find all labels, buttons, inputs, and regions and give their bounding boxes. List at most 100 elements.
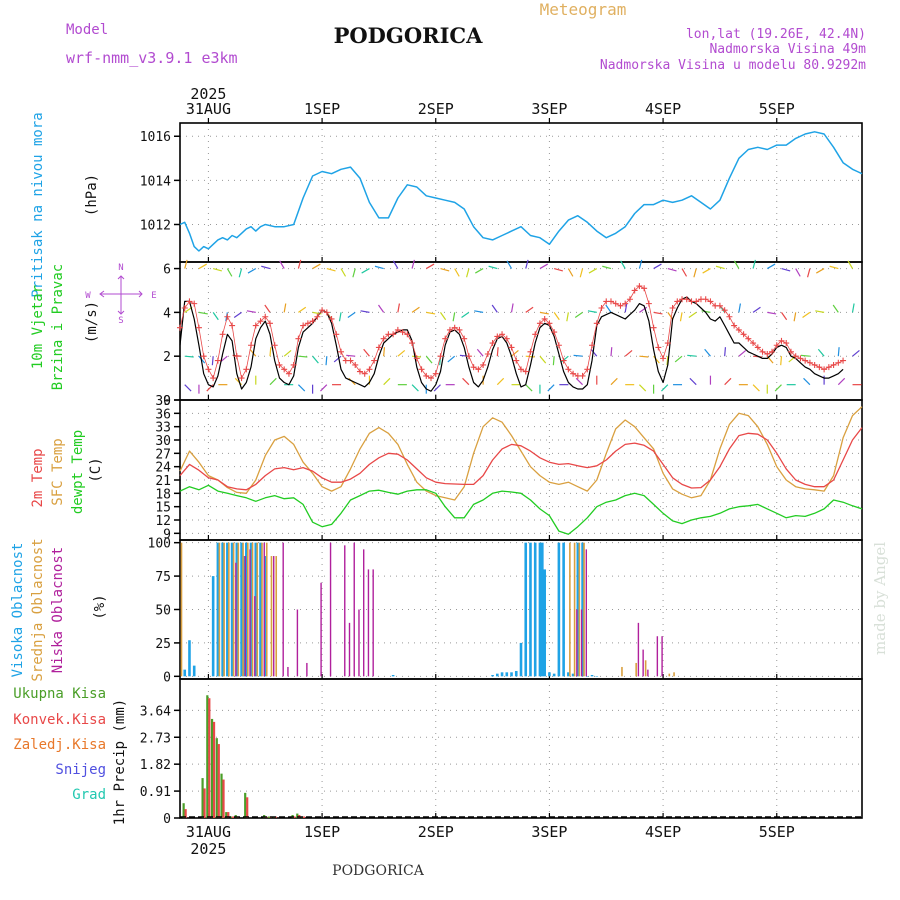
wind-arrow xyxy=(602,265,612,270)
gust-marker xyxy=(508,344,515,351)
wind-arrow xyxy=(553,312,560,321)
wind-arrow xyxy=(738,349,747,357)
gust-marker xyxy=(252,322,259,329)
cloud-bar-low xyxy=(282,542,284,677)
day-label-top: 5SEP xyxy=(759,100,795,118)
wind-arrow xyxy=(347,311,356,319)
cloud-bar-high xyxy=(552,673,556,677)
day-label-top: 3SEP xyxy=(531,100,567,118)
wind-arrow xyxy=(325,356,328,366)
wind-arrow xyxy=(802,311,811,319)
wind-arrow xyxy=(426,311,436,315)
wind-arrow xyxy=(360,310,370,313)
precip-bar-total xyxy=(182,803,185,818)
wind-arrow xyxy=(832,304,839,313)
cloud-bar-high xyxy=(259,542,262,677)
wind-arrow xyxy=(788,355,797,363)
wind-label-2: Brzina i Pravac xyxy=(50,264,66,390)
wind-arrow xyxy=(488,265,498,270)
cloud-bar-low xyxy=(656,636,659,677)
gust-marker xyxy=(257,318,264,325)
wind-arrow xyxy=(525,355,535,358)
gust-marker xyxy=(797,355,804,362)
y-tick-label: 24 xyxy=(155,461,171,476)
wind-arrow xyxy=(411,384,419,392)
gust-marker xyxy=(399,329,406,336)
cloud-bar-low xyxy=(273,556,275,677)
precip-label-total: Ukupna Kisa xyxy=(13,686,106,702)
cloud-bar-mid xyxy=(583,542,585,677)
model-name: wrf-nmm_v3.9.1 e3km xyxy=(66,49,238,67)
wind-arrow xyxy=(667,267,677,272)
wind-arrow xyxy=(496,347,499,357)
wind-arrow xyxy=(817,348,825,357)
precip-bar-total xyxy=(206,695,209,818)
wind-arrow xyxy=(610,347,613,357)
compass-n: N xyxy=(118,263,123,273)
y-tick-label: 30 xyxy=(155,434,171,449)
gust-marker xyxy=(626,296,633,303)
wind-arrow xyxy=(704,348,711,357)
wind-arrow xyxy=(383,377,391,386)
wind-arrow xyxy=(847,260,854,269)
precip-unit: 1hr Precip (mm) xyxy=(112,699,128,825)
wind-arrow xyxy=(738,303,742,313)
y-tick-label: 0 xyxy=(163,670,171,685)
precip-bar-conv xyxy=(302,816,306,818)
wind-arrow-field xyxy=(184,259,862,394)
wind-arrow xyxy=(397,303,401,313)
gust-marker xyxy=(589,342,596,349)
wind-arrow xyxy=(661,384,669,392)
wind-arrow xyxy=(653,355,660,364)
gust-marker xyxy=(584,366,591,373)
gust-marker xyxy=(413,355,420,362)
gust-marker xyxy=(323,309,330,316)
gust-marker xyxy=(565,366,572,373)
cloud-label-high: Visoka Oblacnost xyxy=(10,543,26,678)
wind-arrow xyxy=(198,263,208,270)
y-tick-label: 2 xyxy=(163,350,171,365)
gust-marker xyxy=(224,313,231,320)
cloud-bar-low xyxy=(296,609,299,677)
gust-marker xyxy=(536,320,543,327)
gust-marker xyxy=(205,366,212,373)
cloud-bar-high xyxy=(538,542,542,677)
wind-arrow xyxy=(411,306,420,313)
cloud-bar-mid xyxy=(232,542,235,677)
y-tick-label: 1012 xyxy=(140,218,171,233)
y-tick-label: 1014 xyxy=(140,174,171,189)
cloud-bar-mid xyxy=(228,542,230,677)
wind-arrow xyxy=(238,268,243,278)
wind-arrow xyxy=(574,311,583,319)
gust-marker xyxy=(631,287,638,294)
wind-arrow xyxy=(439,312,447,321)
gust-marker xyxy=(660,355,667,362)
cloud-bar-low xyxy=(306,662,308,677)
year-label-bottom: 2025 xyxy=(190,840,226,858)
wind-arrow xyxy=(653,263,662,270)
cloud-bar-mid xyxy=(635,662,637,677)
gust-marker xyxy=(716,302,723,309)
y-tick-label: 0.91 xyxy=(140,785,171,800)
y-tick-label: 39 xyxy=(155,394,171,409)
cloud-bar-high xyxy=(529,542,532,677)
model-label: Model xyxy=(66,22,108,38)
y-tick-label: 15 xyxy=(155,501,171,516)
panel-pressure: 1012 1014 1016 xyxy=(140,122,863,263)
precip-bar-total xyxy=(244,792,247,818)
wind-arrow xyxy=(397,349,406,357)
wind-arrow xyxy=(510,303,514,313)
gust-marker xyxy=(551,329,558,336)
wind-arrow xyxy=(639,306,648,313)
gust-marker xyxy=(702,296,709,303)
wind-arrow xyxy=(425,263,435,270)
wind-arrow xyxy=(587,310,597,313)
cloud-bar-high xyxy=(524,542,528,677)
wind-arrow xyxy=(639,355,649,358)
precip-bar-conv xyxy=(246,797,249,818)
cloud-bar-low xyxy=(642,649,644,677)
gust-marker xyxy=(248,342,255,349)
wind-arrow xyxy=(261,265,271,270)
wind-arrow xyxy=(575,377,583,386)
cloud-bar-high xyxy=(211,576,215,677)
